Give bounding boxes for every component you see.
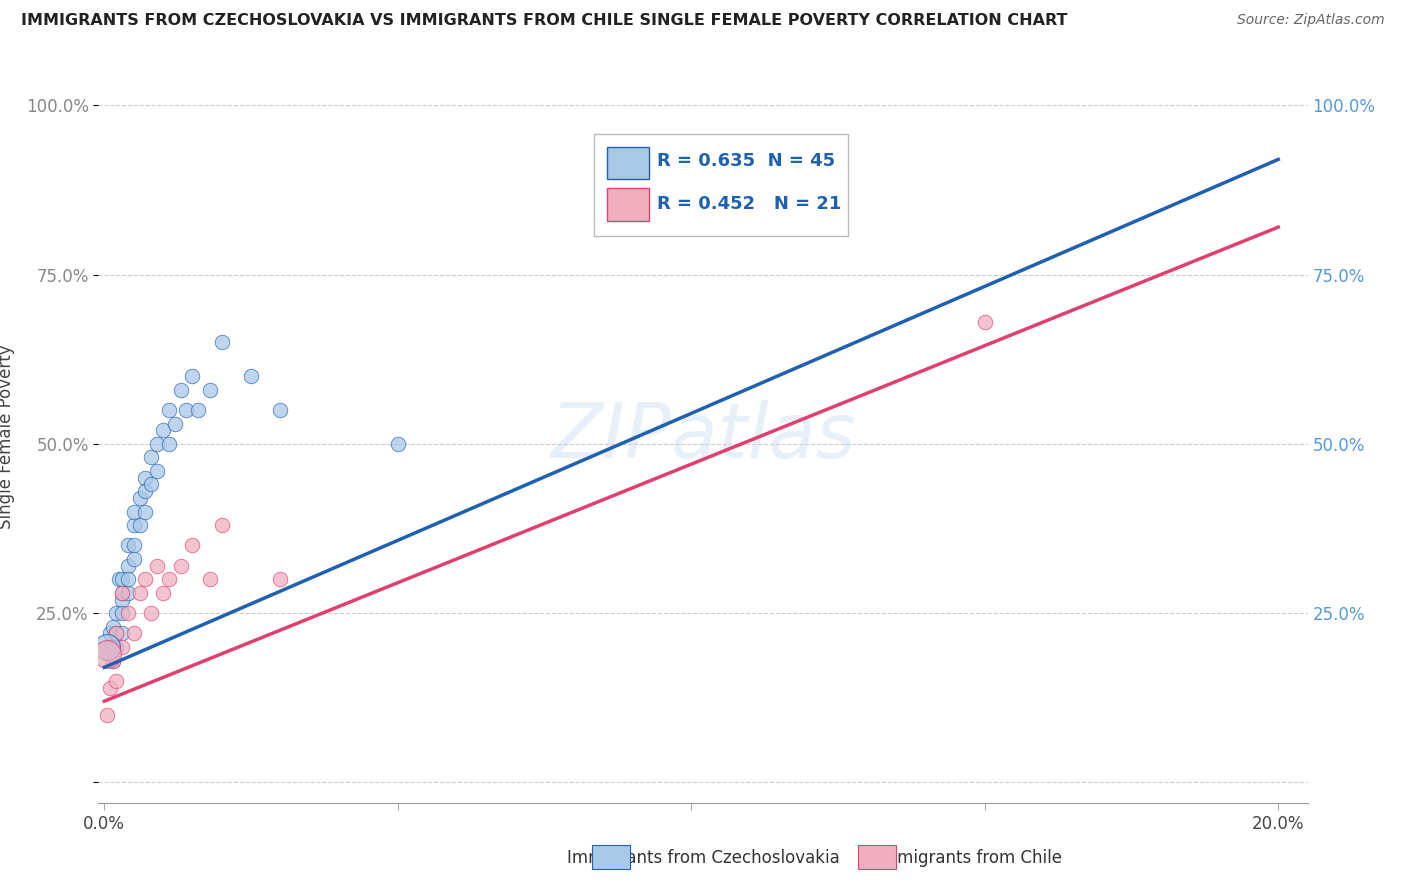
Point — [128, 586, 150, 600]
Point — [111, 606, 134, 620]
Point — [146, 437, 169, 451]
Point — [187, 403, 209, 417]
Point — [134, 505, 156, 519]
Point — [117, 586, 139, 600]
Point — [141, 606, 163, 620]
Point — [198, 572, 221, 586]
Point — [176, 403, 198, 417]
Point — [111, 586, 134, 600]
Point — [122, 538, 145, 552]
Point — [157, 403, 180, 417]
Point — [128, 491, 150, 505]
Point — [101, 654, 124, 668]
Point — [128, 518, 150, 533]
Text: IMMIGRANTS FROM CZECHOSLOVAKIA VS IMMIGRANTS FROM CHILE SINGLE FEMALE POVERTY CO: IMMIGRANTS FROM CZECHOSLOVAKIA VS IMMIGR… — [21, 13, 1067, 29]
Point — [387, 437, 409, 451]
Point — [105, 606, 128, 620]
Point — [122, 626, 145, 640]
Text: R = 0.452   N = 21: R = 0.452 N = 21 — [657, 195, 841, 213]
Point — [122, 552, 145, 566]
Point — [240, 369, 263, 384]
Text: Source: ZipAtlas.com: Source: ZipAtlas.com — [1237, 13, 1385, 28]
Point — [134, 471, 156, 485]
Point — [98, 647, 121, 661]
Y-axis label: Single Female Poverty: Single Female Poverty — [0, 345, 14, 529]
Point — [211, 335, 233, 350]
Point — [96, 707, 118, 722]
Point — [269, 403, 291, 417]
Point — [152, 586, 174, 600]
Point — [163, 417, 186, 431]
Point — [105, 626, 128, 640]
Point — [181, 538, 204, 552]
Point — [198, 383, 221, 397]
Point — [141, 477, 163, 491]
Text: ZIPatlas: ZIPatlas — [550, 401, 856, 474]
Point — [105, 626, 128, 640]
FancyBboxPatch shape — [595, 134, 848, 235]
Point — [117, 572, 139, 586]
Point — [134, 484, 156, 499]
Point — [105, 640, 128, 654]
Point — [146, 558, 169, 573]
Point — [117, 558, 139, 573]
Text: Immigrants from Chile: Immigrants from Chile — [876, 848, 1062, 867]
Point — [108, 572, 131, 586]
Point — [122, 505, 145, 519]
Point — [111, 626, 134, 640]
Text: Immigrants from Czechoslovakia: Immigrants from Czechoslovakia — [567, 848, 839, 867]
Point — [111, 586, 134, 600]
Point — [101, 620, 124, 634]
Point — [111, 572, 134, 586]
Point — [111, 592, 134, 607]
Point — [96, 647, 118, 661]
Point — [152, 423, 174, 437]
Point — [122, 518, 145, 533]
Point — [117, 606, 139, 620]
FancyBboxPatch shape — [592, 846, 630, 869]
Point — [96, 640, 118, 654]
Point — [181, 369, 204, 384]
Point — [96, 640, 118, 654]
Point — [141, 450, 163, 465]
Point — [269, 572, 291, 586]
Point — [169, 383, 191, 397]
Point — [157, 572, 180, 586]
FancyBboxPatch shape — [607, 146, 648, 179]
Point — [98, 681, 121, 695]
Point — [101, 654, 124, 668]
Point — [98, 626, 121, 640]
Point — [169, 558, 191, 573]
Point — [157, 437, 180, 451]
Point — [117, 538, 139, 552]
Point — [105, 673, 128, 688]
Point — [111, 640, 134, 654]
FancyBboxPatch shape — [858, 846, 897, 869]
Point — [211, 518, 233, 533]
Text: R = 0.635  N = 45: R = 0.635 N = 45 — [657, 153, 835, 170]
Point — [100, 640, 122, 654]
FancyBboxPatch shape — [607, 188, 648, 220]
Point — [973, 315, 995, 329]
Point — [146, 464, 169, 478]
Point — [134, 572, 156, 586]
